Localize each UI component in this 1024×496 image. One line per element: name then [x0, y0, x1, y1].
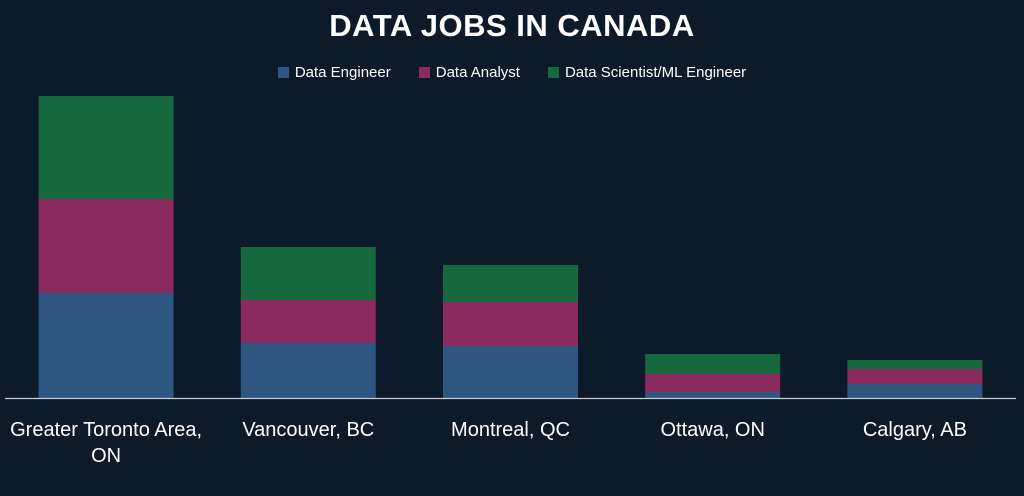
bar-segment: [443, 346, 578, 398]
legend-label-data-scientist: Data Scientist/ML Engineer: [564, 64, 747, 81]
bar-segment: [38, 293, 174, 398]
bar-segment: [645, 354, 781, 374]
x-tick-label: Calgary, AB: [863, 419, 967, 441]
bar-segment: [240, 343, 376, 398]
bar-segment: [443, 302, 578, 346]
legend-item-data-engineer: Data Engineer: [277, 64, 391, 81]
legend-swatch-data-scientist: [547, 67, 559, 78]
bar-segment: [240, 247, 376, 300]
chart-title: DATA JOBS IN CANADA: [329, 8, 695, 43]
bar-segment: [443, 265, 578, 302]
bar-segment: [645, 392, 781, 398]
legend-item-data-analyst: Data Analyst: [418, 64, 520, 81]
legend-swatch-data-engineer: [277, 67, 289, 78]
legend-label-data-analyst: Data Analyst: [435, 64, 520, 81]
x-tick-label: Vancouver, BC: [242, 419, 374, 441]
bar-segment: [645, 374, 781, 392]
legend-item-data-scientist: Data Scientist/ML Engineer: [547, 64, 747, 81]
bar-segment: [847, 369, 983, 384]
bar-segment: [240, 300, 376, 343]
x-tick-label: Greater Toronto Area, ON: [10, 419, 202, 467]
legend-swatch-data-analyst: [418, 67, 430, 78]
legend-label-data-engineer: Data Engineer: [294, 64, 391, 81]
bar-segment: [847, 384, 983, 398]
bar-segment: [847, 360, 983, 369]
x-tick-label: Montreal, QC: [451, 419, 570, 441]
bar-segment: [38, 96, 174, 199]
legend: Data Engineer Data Analyst Data Scientis…: [0, 64, 1024, 81]
x-tick-label: Ottawa, ON: [660, 419, 764, 441]
bar-segment: [38, 199, 174, 293]
